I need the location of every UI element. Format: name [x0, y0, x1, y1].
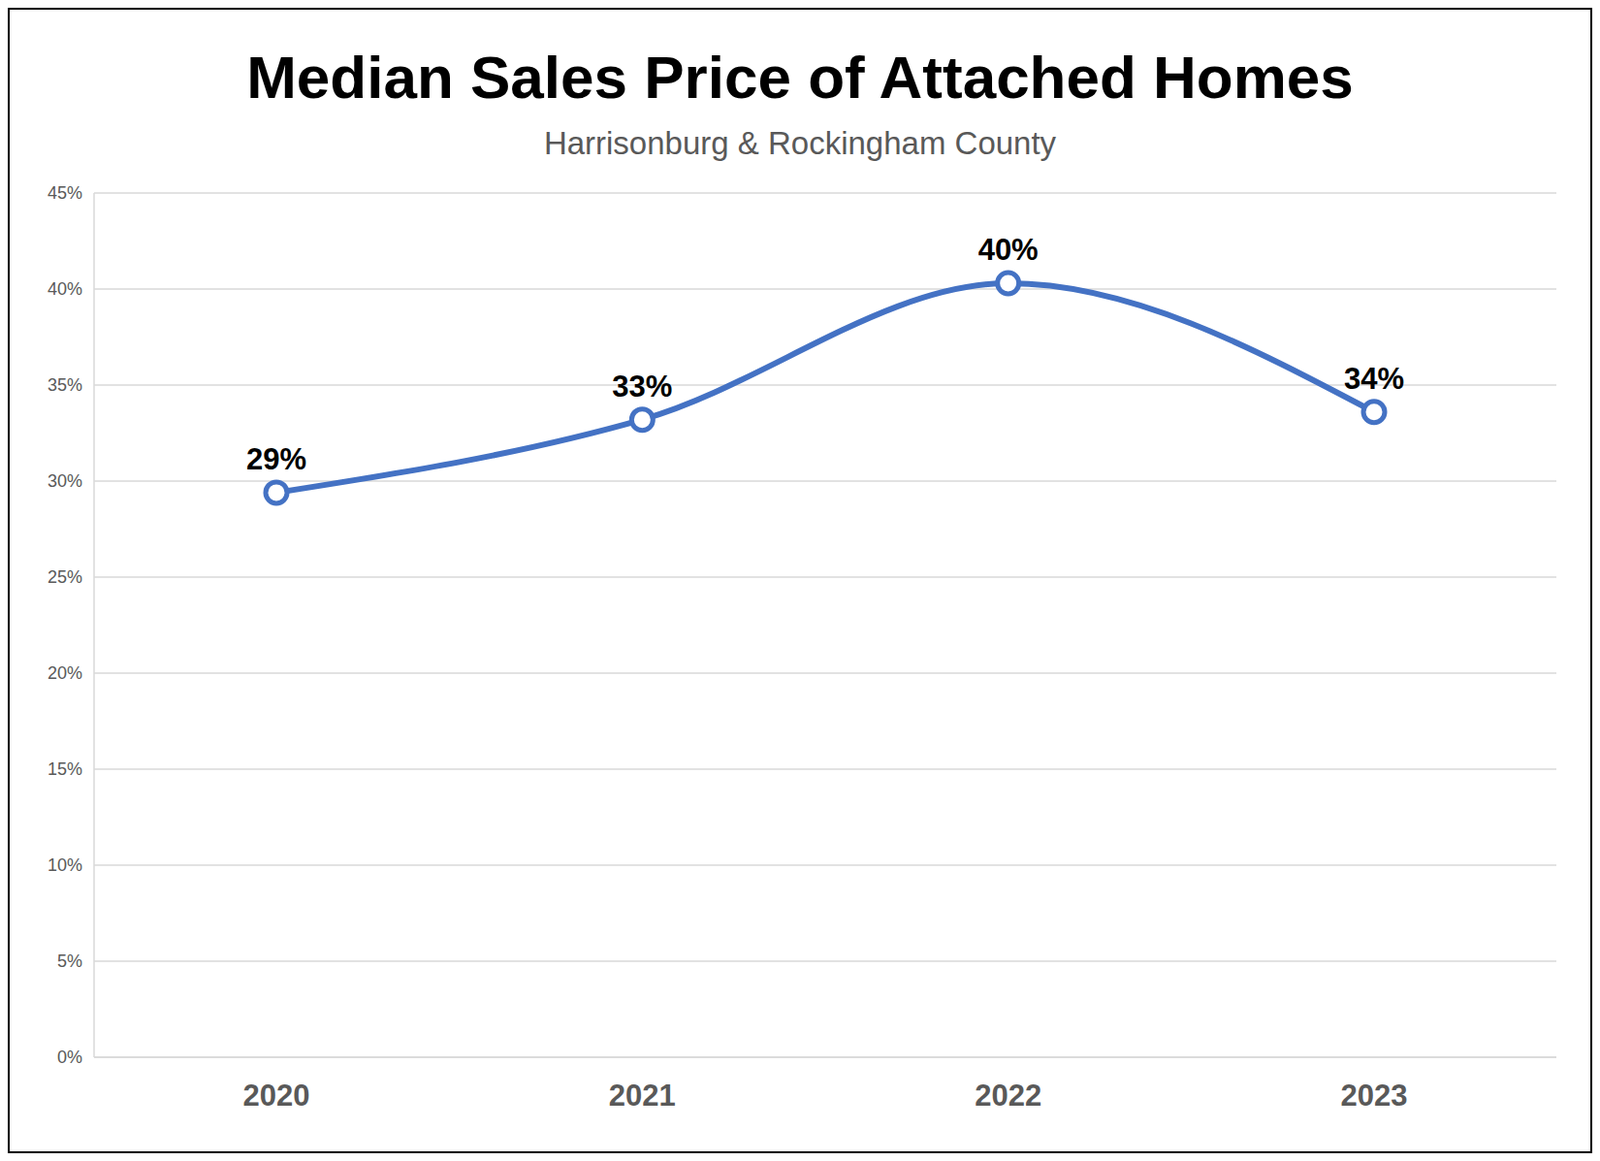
- svg-text:30%: 30%: [47, 471, 83, 491]
- svg-text:15%: 15%: [47, 759, 83, 779]
- html-text:Harrisonburg & Rockingham Coun: Harrisonburg & Rockingham County: [543, 125, 1057, 161]
- svg-text:2020: 2020: [243, 1078, 311, 1113]
- svg-text:2022: 2022: [974, 1078, 1042, 1113]
- svg-text:40%: 40%: [47, 279, 83, 299]
- svg-text:0%: 0%: [57, 1047, 83, 1067]
- html-text:Median Sales Price of Attached: Median Sales Price of Attached Homes: [246, 43, 1354, 111]
- svg-text:29%: 29%: [246, 442, 307, 477]
- svg-text:5%: 5%: [57, 951, 83, 971]
- svg-text:20%: 20%: [47, 663, 83, 683]
- svg-text:33%: 33%: [611, 369, 672, 404]
- svg-text:10%: 10%: [47, 855, 83, 875]
- svg-text:2023: 2023: [1341, 1078, 1408, 1113]
- svg-text:34%: 34%: [1344, 361, 1405, 396]
- svg-text:25%: 25%: [47, 567, 83, 587]
- svg-text:45%: 45%: [47, 183, 83, 203]
- svg-text:2021: 2021: [608, 1078, 676, 1113]
- svg-text:40%: 40%: [978, 232, 1039, 267]
- svg-text:35%: 35%: [47, 375, 83, 395]
